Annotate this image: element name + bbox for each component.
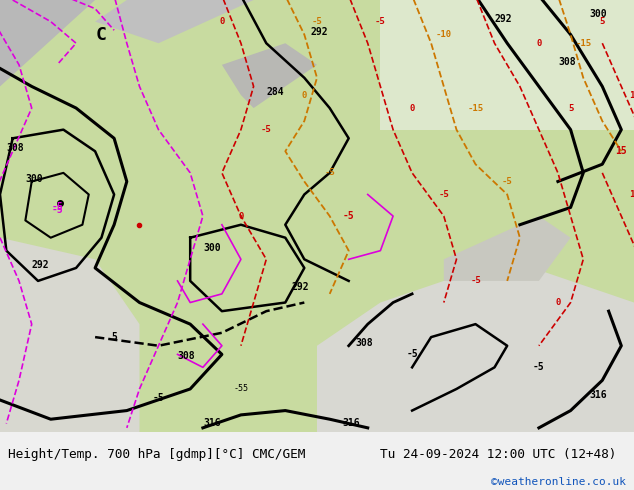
Text: 292: 292: [495, 14, 512, 24]
Text: 284: 284: [266, 87, 284, 97]
Text: 292: 292: [292, 282, 309, 292]
Text: -5: -5: [533, 362, 545, 372]
Text: 0: 0: [238, 212, 243, 220]
Text: Tu 24-09-2024 12:00 UTC (12+48): Tu 24-09-2024 12:00 UTC (12+48): [380, 448, 617, 462]
Text: 300: 300: [25, 173, 43, 184]
Text: -5: -5: [343, 211, 354, 221]
Text: Height/Temp. 700 hPa [gdmp][°C] CMC/GEM: Height/Temp. 700 hPa [gdmp][°C] CMC/GEM: [8, 448, 305, 462]
Text: 308: 308: [6, 143, 24, 153]
Text: 300: 300: [203, 243, 221, 253]
Polygon shape: [95, 0, 254, 43]
Text: 0: 0: [219, 17, 224, 26]
Polygon shape: [222, 43, 317, 108]
Polygon shape: [0, 238, 139, 432]
Text: 308: 308: [355, 338, 373, 348]
Text: 0: 0: [536, 39, 541, 48]
Polygon shape: [380, 0, 634, 130]
Text: 0: 0: [410, 103, 415, 113]
Text: 292: 292: [311, 26, 328, 37]
Text: 0: 0: [555, 298, 560, 307]
Text: -5: -5: [51, 205, 63, 215]
Text: -5: -5: [439, 190, 449, 199]
Text: -5: -5: [51, 202, 63, 213]
Text: -5: -5: [153, 392, 164, 403]
Text: 5: 5: [111, 332, 117, 342]
Text: 5: 5: [600, 17, 605, 26]
Text: 15: 15: [616, 146, 627, 156]
Text: 292: 292: [32, 260, 49, 270]
Text: 10: 10: [629, 91, 634, 99]
Text: 15: 15: [629, 190, 634, 199]
Text: -15: -15: [575, 39, 592, 48]
Text: 300: 300: [590, 9, 607, 19]
Text: -5: -5: [312, 17, 322, 26]
Text: -5: -5: [406, 349, 418, 359]
Text: -5: -5: [325, 169, 335, 177]
Text: 316: 316: [590, 390, 607, 400]
Text: -55: -55: [233, 385, 249, 393]
Text: 316: 316: [342, 417, 360, 428]
Text: 0: 0: [302, 91, 307, 99]
Polygon shape: [317, 259, 634, 432]
Text: C: C: [96, 25, 107, 44]
Polygon shape: [0, 0, 95, 86]
Text: 316: 316: [203, 417, 221, 428]
Text: -5: -5: [261, 125, 271, 134]
Text: 308: 308: [178, 351, 195, 361]
Text: -5: -5: [470, 276, 481, 285]
Text: 308: 308: [558, 57, 576, 67]
Text: ©weatheronline.co.uk: ©weatheronline.co.uk: [491, 477, 626, 487]
Text: 5: 5: [568, 103, 573, 113]
Text: -10: -10: [436, 30, 452, 39]
Text: -5: -5: [375, 17, 385, 26]
Text: -5: -5: [502, 177, 512, 186]
Polygon shape: [444, 216, 571, 281]
Text: -15: -15: [467, 103, 484, 113]
